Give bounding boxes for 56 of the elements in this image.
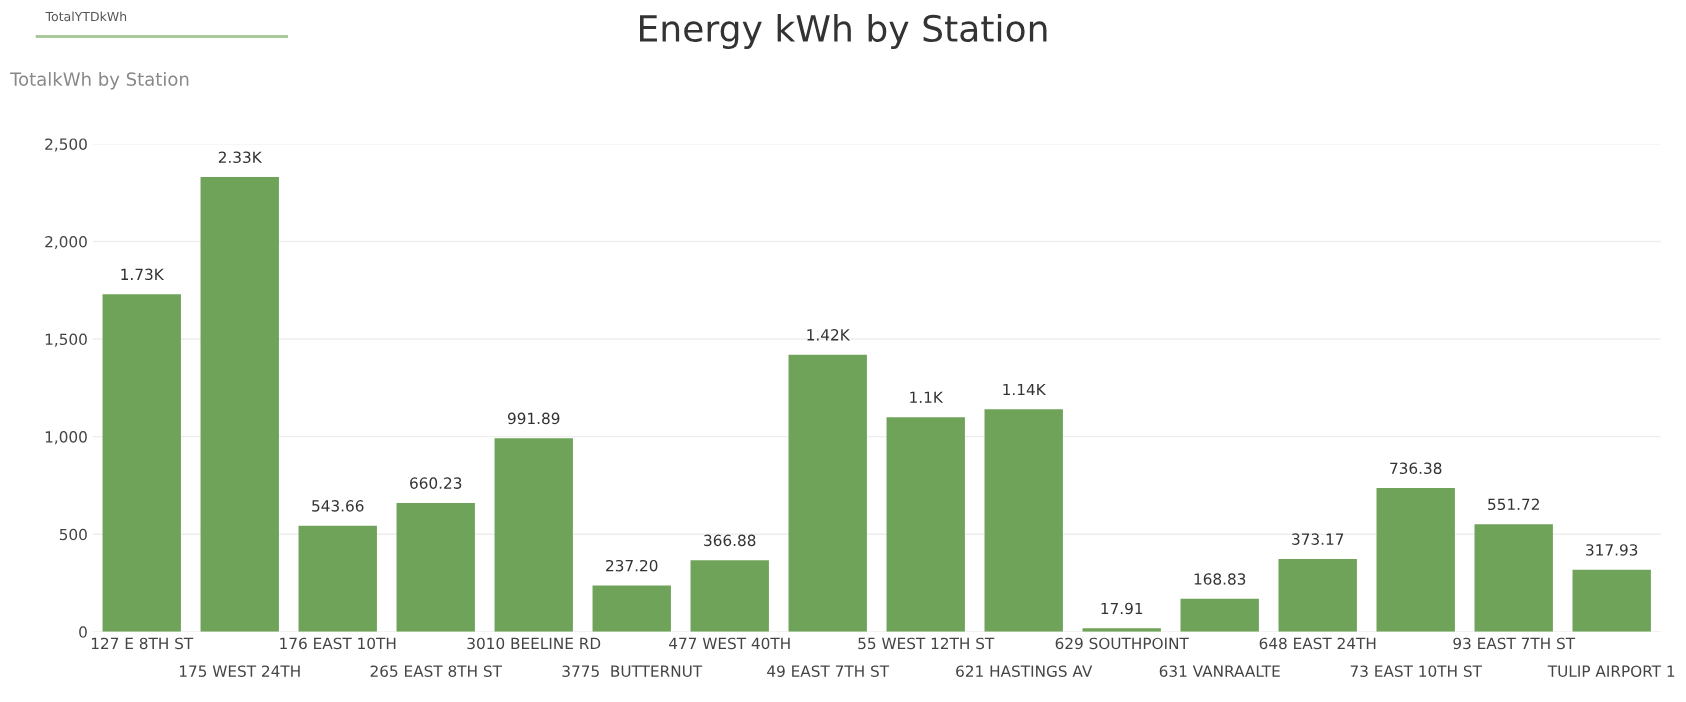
text: TotalYTDkWh (45, 11, 127, 22)
bar (102, 294, 181, 632)
x-tick-label: 265 EAST 8TH ST (370, 665, 502, 677)
bar (1572, 569, 1651, 632)
data-label: 543.66 (312, 500, 364, 512)
y-tick-label: 1,500 (45, 333, 87, 347)
y-tick-label: 2,500 (45, 138, 87, 152)
data-label: 551.72 (1488, 498, 1539, 511)
bar (886, 417, 965, 632)
x-tick-label: 127 E 8TH ST (91, 637, 194, 650)
data-label: 1.1K (910, 391, 944, 403)
x-tick-label: 73 EAST 10TH ST (1350, 665, 1482, 677)
data-label: 17.91 (1101, 602, 1143, 615)
bar (984, 409, 1063, 632)
x-tick-label: 176 EAST 10TH (280, 637, 396, 650)
bar (298, 525, 377, 632)
data-label: 1.73K (121, 268, 165, 281)
data-label: 1.14K (1003, 383, 1047, 396)
x-tick-label: 477 WEST 40TH (669, 637, 790, 650)
bar (396, 502, 475, 632)
y-tick-label: 1,000 (45, 431, 87, 445)
bar (494, 438, 573, 632)
bar (1180, 598, 1259, 632)
bar (1278, 558, 1357, 632)
data-label: 317.93 (1586, 544, 1638, 556)
data-label: 373.17 (1292, 533, 1344, 545)
y-tick-label: 0 (79, 626, 87, 638)
bar (1474, 524, 1553, 632)
data-label: 1.42K (807, 329, 851, 341)
chart-subtitle: TotalkWh by Station (10, 71, 189, 90)
x-tick-label: 93 EAST 7TH ST (1453, 637, 1576, 650)
data-label: 168.83 (1194, 573, 1246, 585)
x-tick-label: 3775 BUTTERNUT (562, 665, 703, 677)
y-tick-label: 2,000 (45, 235, 87, 250)
x-tick-label: 621 HASTINGS AV (956, 665, 1093, 677)
data-label: 237.20 (606, 559, 658, 572)
x-tick-label: TULIP AIRPORT 1 (1547, 665, 1675, 677)
data-label: 991.89 (507, 412, 560, 425)
bar (592, 585, 671, 632)
x-tick-label: 631 VANRAALTE (1159, 665, 1280, 677)
bar (1376, 488, 1455, 632)
data-label: 2.33K (218, 151, 263, 164)
x-tick-label: 629 SOUTHPOINT (1055, 637, 1189, 650)
y-tick-label: 500 (59, 528, 87, 541)
x-tick-label: 175 WEST 24TH (179, 665, 300, 677)
bar (690, 560, 769, 632)
chart-title: Energy kWh by Station (640, 14, 1047, 50)
data-label: 660.23 (410, 477, 462, 489)
x-tick-label: 3010 BEELINE RD (467, 637, 601, 650)
data-label: 366.88 (704, 534, 756, 547)
bar (788, 354, 867, 632)
x-tick-label: 55 WEST 12TH ST (858, 637, 995, 650)
data-label: 736.38 (1390, 462, 1442, 475)
bar (200, 177, 279, 632)
x-tick-label: 648 EAST 24TH (1259, 637, 1376, 650)
x-tick-label: 49 EAST 7TH ST (767, 665, 890, 677)
